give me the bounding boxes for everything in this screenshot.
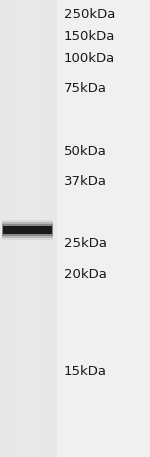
Bar: [20, 0, 22, 457]
Bar: [4, 0, 6, 457]
Bar: [2, 220, 53, 240]
Bar: [3, 226, 52, 234]
Bar: [2, 224, 53, 236]
Bar: [7, 0, 9, 457]
Bar: [35, 0, 36, 457]
Text: 75kDa: 75kDa: [64, 82, 107, 95]
Bar: [3, 0, 4, 457]
Bar: [48, 0, 50, 457]
Bar: [41, 0, 42, 457]
Bar: [31, 0, 32, 457]
Bar: [2, 222, 53, 238]
Text: 50kDa: 50kDa: [64, 145, 107, 158]
Bar: [47, 0, 48, 457]
Bar: [28, 0, 29, 457]
Bar: [50, 0, 51, 457]
Text: 25kDa: 25kDa: [64, 237, 107, 250]
Text: 150kDa: 150kDa: [64, 30, 115, 43]
Bar: [18, 0, 19, 457]
Bar: [39, 0, 41, 457]
Bar: [16, 0, 18, 457]
Bar: [42, 0, 44, 457]
Bar: [29, 0, 31, 457]
Bar: [23, 0, 25, 457]
Bar: [26, 0, 28, 457]
Text: 20kDa: 20kDa: [64, 268, 107, 281]
Text: 100kDa: 100kDa: [64, 52, 115, 65]
Text: 15kDa: 15kDa: [64, 365, 107, 378]
Bar: [34, 0, 35, 457]
Bar: [2, 0, 3, 457]
Bar: [10, 0, 12, 457]
Bar: [15, 0, 16, 457]
Text: 250kDa: 250kDa: [64, 8, 115, 21]
Bar: [6, 0, 7, 457]
Bar: [37, 0, 38, 457]
Bar: [32, 0, 34, 457]
Bar: [53, 0, 54, 457]
Bar: [54, 0, 56, 457]
Bar: [9, 0, 10, 457]
Bar: [57, 0, 58, 457]
Bar: [19, 0, 20, 457]
Bar: [44, 0, 45, 457]
Bar: [12, 0, 13, 457]
Bar: [25, 0, 26, 457]
Bar: [22, 0, 23, 457]
Bar: [45, 0, 47, 457]
Bar: [51, 0, 53, 457]
Bar: [0, 0, 2, 457]
Bar: [13, 0, 15, 457]
Bar: [56, 0, 57, 457]
Bar: [38, 0, 39, 457]
Bar: [0, 0, 57, 457]
Text: 37kDa: 37kDa: [64, 175, 107, 188]
